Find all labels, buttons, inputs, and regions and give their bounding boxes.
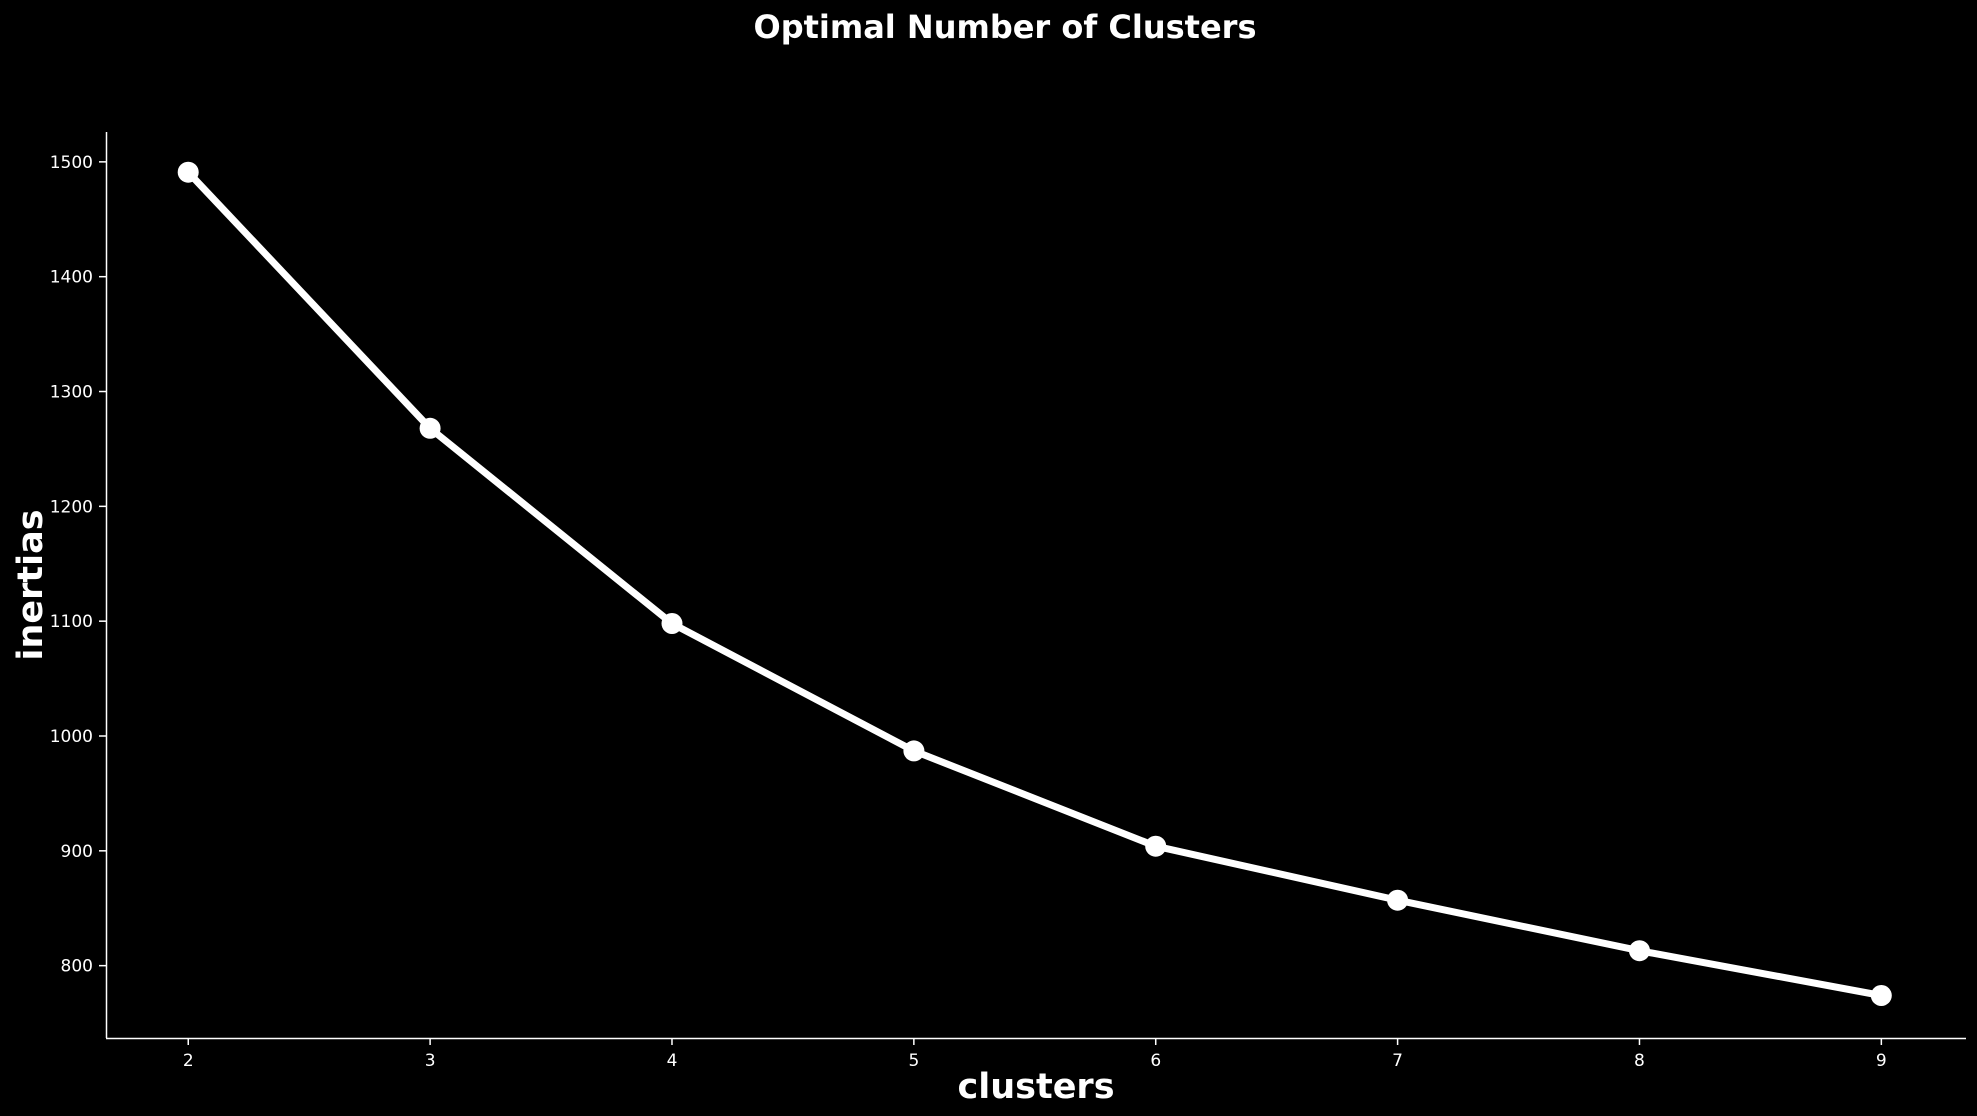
data-point xyxy=(1870,985,1892,1006)
x-axis-label: clusters xyxy=(957,1067,1114,1107)
y-tick-label: 1000 xyxy=(50,727,93,747)
y-tick-label: 1400 xyxy=(50,268,93,288)
y-tick-label: 800 xyxy=(61,957,93,977)
y-tick-label: 900 xyxy=(61,842,93,862)
data-point xyxy=(903,740,925,762)
x-tick-label: 6 xyxy=(1150,1051,1161,1071)
x-tick-label: 5 xyxy=(908,1051,919,1071)
y-ticks: 800 900 1000 1100 1200 1300 1400 1500 xyxy=(50,153,106,977)
x-tick-label: 2 xyxy=(183,1051,194,1071)
data-point xyxy=(1629,940,1650,962)
data-point xyxy=(661,613,683,634)
series-line xyxy=(184,168,1885,999)
y-tick-label: 1100 xyxy=(50,612,93,632)
x-tick-label: 9 xyxy=(1876,1051,1887,1071)
y-tick-label: 1200 xyxy=(50,497,93,517)
x-tick-label: 4 xyxy=(667,1051,678,1071)
data-point xyxy=(1387,889,1409,911)
x-tick-label: 8 xyxy=(1634,1051,1645,1071)
axes xyxy=(105,132,1966,1040)
chart-title: Optimal Number of Clusters xyxy=(753,8,1256,46)
y-tick-label: 1300 xyxy=(50,383,93,403)
y-axis-label: inertias xyxy=(11,509,51,660)
x-tick-label: 7 xyxy=(1392,1051,1403,1071)
x-ticks: 2 3 4 5 6 7 8 9 xyxy=(183,1038,1887,1071)
data-points xyxy=(177,161,1892,1006)
x-tick-label: 3 xyxy=(425,1051,436,1071)
data-point xyxy=(1145,835,1167,857)
y-tick-label: 1500 xyxy=(50,153,93,173)
data-point xyxy=(419,417,441,439)
data-point xyxy=(177,161,199,183)
